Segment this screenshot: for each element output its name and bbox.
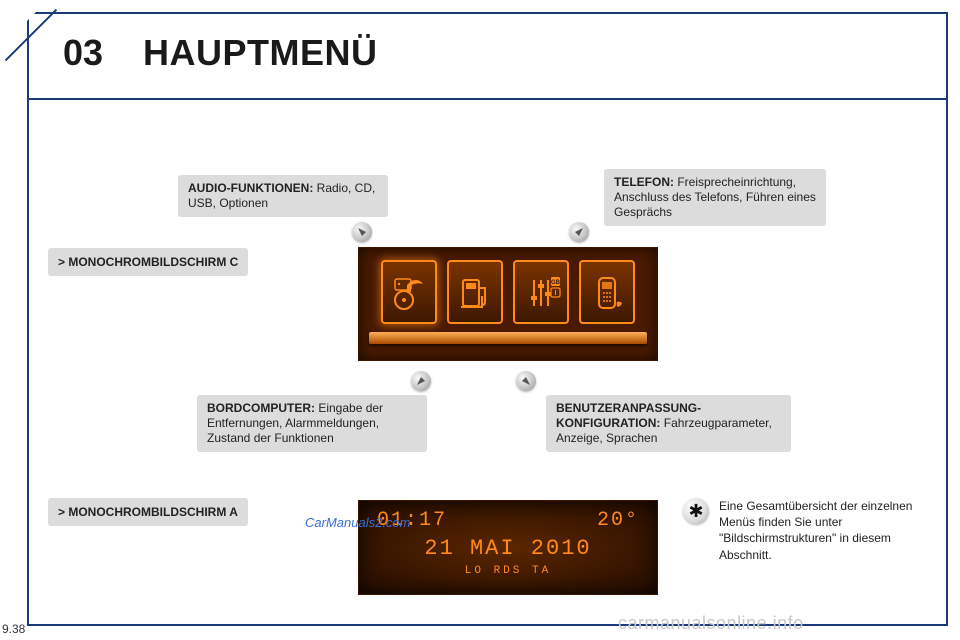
phone-callout: TELEFON: Freisprecheinrichtung, Anschlus… xyxy=(604,169,826,226)
gb-badge-text: GB xyxy=(551,280,561,286)
clock-time: 01:17 xyxy=(377,509,447,532)
page-number: 9.38 xyxy=(2,622,25,636)
audio-callout: AUDIO-FUNKTIONEN: Radio, CD, USB, Option… xyxy=(178,175,388,217)
trip-pointer-icon xyxy=(411,371,431,391)
main-display: GB I xyxy=(358,247,658,361)
section-title: HAUPTMENÜ xyxy=(143,32,378,74)
audio-pointer-icon xyxy=(352,222,372,242)
trip-label: BORDCOMPUTER: xyxy=(207,401,315,415)
note-box: ✱ Eine Gesamtübersicht der einzelnen Men… xyxy=(683,498,929,563)
trip-menu-icon xyxy=(447,260,503,324)
note-text: Eine Gesamtübersicht der einzelnen Menüs… xyxy=(719,498,929,563)
clock-date: 21 MAI 2010 xyxy=(359,536,657,561)
section-number: 03 xyxy=(63,32,103,74)
phone-pointer-icon xyxy=(569,222,589,242)
config-menu-icon: GB I xyxy=(513,260,569,324)
phone-label: TELEFON: xyxy=(614,175,674,189)
mono-a-label: > MONOCHROMBILDSCHIRM A xyxy=(48,498,248,526)
note-star-icon: ✱ xyxy=(683,498,709,524)
config-callout: BENUTZERANPASSUNG-KONFIGURATION: Fahrzeu… xyxy=(546,395,791,452)
phone-menu-icon xyxy=(579,260,635,324)
trip-callout: BORDCOMPUTER: Eingabe der Entfernungen, … xyxy=(197,395,427,452)
mono-c-label: > MONOCHROMBILDSCHIRM C xyxy=(48,248,248,276)
clock-temp: 20° xyxy=(597,509,639,532)
clock-flags: LO RDS TA xyxy=(359,565,657,577)
audio-menu-icon xyxy=(381,260,437,324)
display-underbar xyxy=(369,332,647,344)
title-rule xyxy=(27,98,948,100)
svg-text:I: I xyxy=(555,290,557,297)
clock-display: 01:17 20° 21 MAI 2010 LO RDS TA xyxy=(358,500,658,595)
menu-icon-row: GB I xyxy=(369,260,647,324)
audio-label: AUDIO-FUNKTIONEN: xyxy=(188,181,313,195)
config-pointer-icon xyxy=(516,371,536,391)
